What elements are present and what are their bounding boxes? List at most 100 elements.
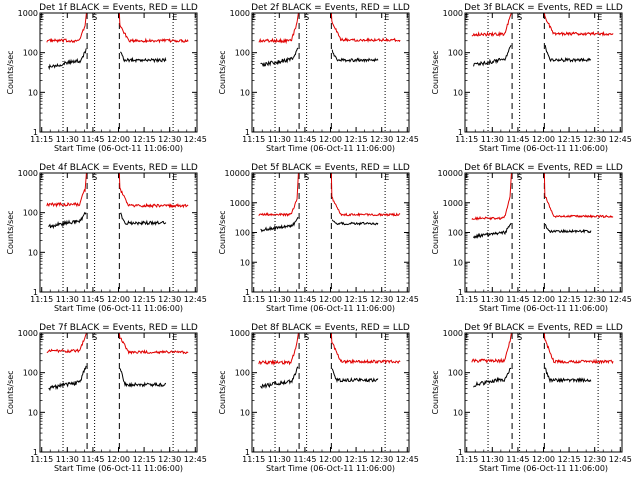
- x-tick-label: 11:15: [455, 295, 478, 304]
- x-axis-label: Start Time (06-Oct-11 11:06:00): [54, 304, 183, 313]
- x-tick-label: 12:15: [558, 455, 581, 464]
- plot-frame: [39, 12, 198, 133]
- y-tick-label: 1: [33, 448, 38, 457]
- marker-label: E: [39, 333, 44, 342]
- y-axis-label: Counts/sec: [6, 50, 15, 94]
- events-series-line: [473, 222, 512, 240]
- marker-label: E: [172, 173, 177, 182]
- chart-title: Det 4f BLACK = Events, RED = LLD: [39, 163, 198, 173]
- y-tick-label: 10: [453, 408, 463, 417]
- lld-series-line: [46, 332, 87, 354]
- x-tick-label: 12:15: [558, 295, 581, 304]
- x-tick-label: 12:30: [370, 135, 393, 144]
- plot-frame: [251, 332, 410, 453]
- y-tick-label: 100: [448, 49, 463, 58]
- x-tick-label: 12:30: [158, 135, 181, 144]
- x-axis-label: Start Time (06-Oct-11 11:06:00): [54, 464, 183, 473]
- y-tick-label: 10: [240, 258, 250, 267]
- x-tick-label: 12:30: [158, 295, 181, 304]
- events-series-line: [260, 47, 299, 67]
- plot-frame: [464, 12, 623, 133]
- marker-label: E: [384, 333, 389, 342]
- chart-title: Det 9f BLACK = Events, RED = LLD: [464, 323, 623, 333]
- y-tick-label: 1: [245, 448, 250, 457]
- x-tick-label: 11:15: [455, 135, 478, 144]
- y-tick-label: 1: [245, 128, 250, 137]
- x-tick-label: 12:45: [609, 455, 632, 464]
- x-tick-label: 11:15: [455, 455, 478, 464]
- marker-label: E: [597, 13, 602, 22]
- x-tick-label: 12:30: [583, 455, 606, 464]
- x-tick-label: 12:45: [609, 295, 632, 304]
- x-tick-label: 11:30: [481, 135, 504, 144]
- x-tick-label: 12:30: [583, 135, 606, 144]
- y-tick-label: 100: [235, 49, 250, 58]
- y-tick-label: 100: [23, 209, 38, 218]
- x-tick-label: 11:45: [81, 295, 104, 304]
- events-series-line: [473, 45, 512, 67]
- y-tick-label: 10: [28, 88, 38, 97]
- x-tick-label: 11:45: [81, 135, 104, 144]
- marker-label: E: [597, 333, 602, 342]
- x-tick-label: 12:30: [158, 455, 181, 464]
- y-tick-label: 1: [458, 128, 463, 137]
- y-tick-label: 1000: [230, 329, 250, 338]
- x-tick-label: 12:45: [184, 135, 207, 144]
- detector-panel: Det 3f BLACK = Events, RED = LLD Counts/s…: [431, 3, 632, 153]
- detector-panel: Det 7f BLACK = Events, RED = LLD Counts/s…: [6, 323, 207, 473]
- marker-label: S: [92, 173, 97, 182]
- marker-label: S: [92, 333, 97, 342]
- events-series-line: [473, 367, 512, 388]
- lld-series-line: [118, 12, 189, 44]
- x-tick-label: 11:30: [56, 135, 79, 144]
- lld-series-line: [330, 172, 401, 218]
- plot-frame: [464, 172, 623, 293]
- x-tick-label: 12:15: [345, 295, 368, 304]
- y-tick-label: 100: [235, 229, 250, 238]
- y-axis-label: Counts/sec: [431, 50, 440, 94]
- x-tick-label: 11:30: [268, 135, 291, 144]
- y-axis-label: Counts/sec: [6, 210, 15, 254]
- chart-title: Det 6f BLACK = Events, RED = LLD: [464, 163, 623, 173]
- lld-series-line: [543, 172, 614, 219]
- x-axis-label: Start Time (06-Oct-11 11:06:00): [266, 144, 395, 153]
- x-tick-label: 12:15: [133, 295, 156, 304]
- detector-panel: Det 8f BLACK = Events, RED = LLD Counts/s…: [218, 323, 419, 473]
- y-tick-label: 10: [28, 248, 38, 257]
- x-tick-label: 12:45: [396, 135, 419, 144]
- x-tick-label: 12:00: [107, 455, 130, 464]
- marker-label: E: [172, 13, 177, 22]
- x-tick-label: 12:00: [532, 455, 555, 464]
- x-tick-label: 12:00: [319, 455, 342, 464]
- plot-frame: [39, 332, 198, 453]
- x-tick-label: 12:30: [370, 455, 393, 464]
- x-tick-label: 11:30: [481, 455, 504, 464]
- detector-panel: Det 4f BLACK = Events, RED = LLD Counts/s…: [6, 163, 207, 313]
- x-axis-label: Start Time (06-Oct-11 11:06:00): [54, 144, 183, 153]
- chart-title: Det 3f BLACK = Events, RED = LLD: [464, 3, 623, 13]
- y-tick-label: 10: [28, 408, 38, 417]
- x-tick-label: 11:30: [268, 455, 291, 464]
- marker-label: E: [384, 13, 389, 22]
- events-series-line: [119, 212, 167, 226]
- x-tick-label: 12:45: [396, 295, 419, 304]
- y-tick-label: 1000: [443, 9, 463, 18]
- lld-series-line: [471, 332, 512, 364]
- lld-series-line: [330, 12, 401, 43]
- events-series-line: [260, 216, 299, 233]
- x-tick-label: 12:15: [558, 135, 581, 144]
- events-series-line: [48, 48, 87, 71]
- x-axis-label: Start Time (06-Oct-11 11:06:00): [266, 464, 395, 473]
- y-tick-label: 10: [453, 258, 463, 267]
- x-tick-label: 12:15: [133, 135, 156, 144]
- marker-label: E: [39, 13, 44, 22]
- lld-series-line: [543, 332, 614, 365]
- marker-label: S: [304, 333, 309, 342]
- marker-label: E: [464, 13, 469, 22]
- x-tick-label: 12:30: [370, 295, 393, 304]
- marker-label: E: [251, 13, 256, 22]
- events-series-line: [48, 211, 87, 230]
- events-series-line: [544, 223, 592, 234]
- lld-series-line: [46, 12, 87, 44]
- chart-title: Det 7f BLACK = Events, RED = LLD: [39, 323, 198, 333]
